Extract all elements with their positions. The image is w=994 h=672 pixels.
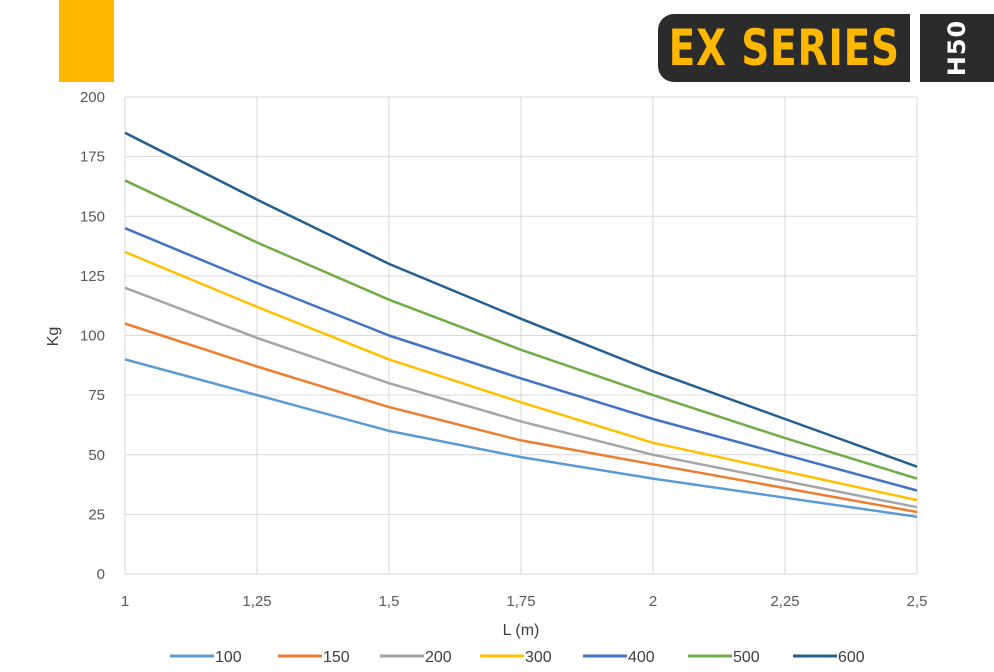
legend-label: 500 xyxy=(733,649,760,666)
y-tick-label: 175 xyxy=(80,149,105,166)
x-axis-title: L (m) xyxy=(503,622,540,639)
legend-item-100: 100 xyxy=(170,649,242,666)
series-line-400 xyxy=(124,227,918,492)
legend-item-200: 200 xyxy=(380,649,452,666)
chart-grid xyxy=(125,96,918,574)
legend-label: 150 xyxy=(323,649,350,666)
brand-name: EX SERIES xyxy=(668,19,900,77)
series-line-200 xyxy=(124,286,918,509)
chart-tick-labels: 0 25 50 75 100 125 150 175 200 1 1,25 1,5 1,75 2 2,25 2… xyxy=(80,89,927,610)
legend-label: 300 xyxy=(525,649,552,666)
legend-label: 100 xyxy=(215,649,242,666)
y-tick-label: 0 xyxy=(97,566,105,583)
chart-series xyxy=(124,131,918,519)
legend-label: 400 xyxy=(628,649,655,666)
y-tick-label: 25 xyxy=(88,506,105,523)
y-tick-label: 75 xyxy=(88,387,105,404)
y-tick-label: 150 xyxy=(80,208,105,225)
legend-label: 600 xyxy=(838,649,865,666)
y-tick-label: 100 xyxy=(80,328,105,345)
series-line-500 xyxy=(124,179,918,480)
legend-item-500: 500 xyxy=(688,649,760,666)
accent-block xyxy=(59,0,114,82)
legend-item-150: 150 xyxy=(278,649,350,666)
legend-item-600: 600 xyxy=(793,649,865,666)
x-tick-label: 2 xyxy=(649,593,657,610)
brand-badge: EX SERIES xyxy=(658,14,910,82)
y-axis-title: Kg xyxy=(45,327,62,347)
x-tick-label: 1,5 xyxy=(379,593,400,610)
legend-label: 200 xyxy=(425,649,452,666)
legend-item-400: 400 xyxy=(583,649,655,666)
series-line-150 xyxy=(124,322,918,514)
x-tick-label: 2,25 xyxy=(770,593,799,610)
x-tick-label: 1 xyxy=(121,593,129,610)
y-tick-label: 200 xyxy=(80,89,105,106)
y-tick-label: 125 xyxy=(80,268,105,285)
series-line-300 xyxy=(124,250,918,502)
x-tick-label: 1,75 xyxy=(506,593,535,610)
y-tick-label: 50 xyxy=(88,447,105,464)
series-line-100 xyxy=(124,358,918,519)
x-tick-label: 1,25 xyxy=(242,593,271,610)
legend-item-300: 300 xyxy=(480,649,552,666)
x-tick-label: 2,5 xyxy=(907,593,928,610)
chart-legend: 100 150 200 300 400 500 600 xyxy=(170,649,865,666)
chart-axes xyxy=(124,97,917,575)
series-line-600 xyxy=(124,131,918,468)
model-badge: H50 xyxy=(920,14,994,82)
